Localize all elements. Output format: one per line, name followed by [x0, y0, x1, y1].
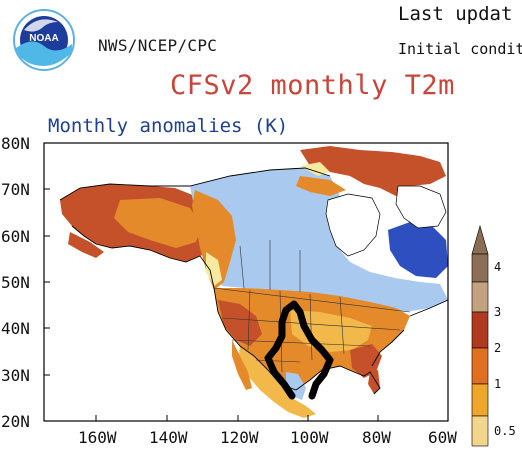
- lat-axis: 80N 70N 60N 50N 40N 30N 20N: [1, 134, 50, 431]
- usa-southeast-hot: [350, 344, 382, 378]
- lat-label-80n: 80N: [1, 134, 30, 153]
- political-borders: [213, 240, 411, 373]
- alaska-cool-patch: [114, 198, 202, 248]
- map-content: [44, 143, 448, 421]
- florida: [368, 370, 380, 394]
- lon-label-80w: 80W: [362, 428, 391, 447]
- arctic-islands: [300, 146, 446, 196]
- colorbar-swatch-4: [471, 253, 489, 283]
- colorbar-arrow: [471, 224, 489, 255]
- map-subtitle: Monthly anomalies (K): [48, 115, 289, 137]
- nw-coast-warm: [192, 190, 236, 290]
- colorbar-swatch-3: [471, 281, 489, 313]
- agency-label: NWS/NCEP/CPC: [98, 36, 218, 55]
- quebec-cold: [388, 222, 448, 278]
- colorbar: 4 3 2 1 0.5: [471, 224, 516, 447]
- lat-label-40n: 40N: [1, 319, 30, 338]
- transition-band-2: [300, 162, 330, 176]
- noaa-logo: NOAA: [13, 9, 75, 71]
- colorbar-label-3: 3: [494, 305, 501, 319]
- hand-drawn-outline: [264, 300, 334, 400]
- map-title: CFSv2 monthly T2m: [170, 70, 455, 101]
- hudson-bay: [325, 193, 381, 257]
- lon-label-100w: 100W: [290, 428, 329, 447]
- colorbar-label-05: 0.5: [494, 424, 516, 438]
- colorbar-swatch-low: [471, 415, 489, 447]
- lon-label-120w: 120W: [220, 428, 259, 447]
- lon-axis: 160W 140W 120W 100W 80W 60W: [78, 415, 457, 447]
- coastlines: [59, 167, 448, 395]
- lat-label-30n: 30N: [1, 366, 30, 385]
- lon-label-140w: 140W: [149, 428, 188, 447]
- colorbar-label-4: 4: [494, 260, 501, 274]
- lat-label-20n: 20N: [1, 412, 30, 431]
- lat-label-60n: 60N: [1, 227, 30, 246]
- lat-label-50n: 50N: [1, 273, 30, 292]
- alaska-peninsula: [68, 232, 104, 258]
- lon-label-60w: 60W: [428, 428, 457, 447]
- last-updated-text: Last updat: [398, 3, 513, 25]
- lon-label-160w: 160W: [78, 428, 117, 447]
- arctic-islands-warm: [296, 176, 346, 196]
- usa-southwest-hot: [218, 300, 262, 346]
- greenland: [395, 185, 447, 229]
- initial-conditions-text: Initial conditi: [398, 40, 522, 58]
- colorbar-label-2: 2: [494, 341, 501, 355]
- colorbar-label-1: 1: [494, 377, 501, 391]
- mexico-land: [238, 346, 316, 418]
- svg-text:NOAA: NOAA: [29, 33, 58, 44]
- canada-land: [190, 168, 448, 312]
- lat-label-70n: 70N: [1, 180, 30, 199]
- colorbar-swatch-05: [471, 383, 489, 417]
- baja: [232, 340, 252, 390]
- transition-band: [206, 252, 222, 286]
- colorbar-swatch-2: [471, 311, 489, 349]
- colorbar-swatch-1: [471, 347, 489, 385]
